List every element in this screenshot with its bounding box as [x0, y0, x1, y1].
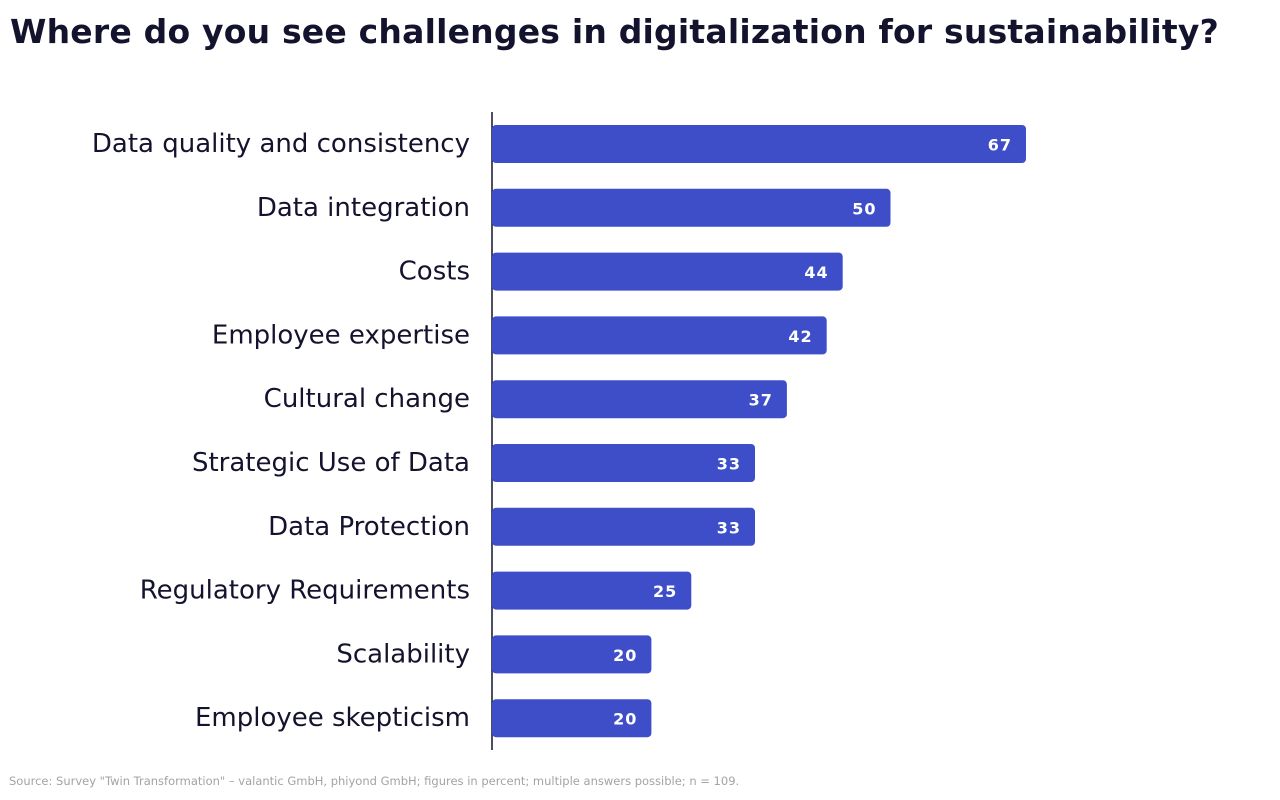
category-label: Data quality and consistency	[92, 129, 470, 159]
chart-title: Where do you see challenges in digitaliz…	[10, 12, 1219, 51]
bar	[492, 380, 787, 419]
value-label: 20	[613, 710, 637, 729]
value-label: 20	[613, 646, 637, 665]
category-label: Costs	[399, 257, 470, 287]
value-label: 67	[988, 136, 1012, 155]
bar	[492, 635, 652, 674]
bars-group: Data quality and consistency 67 Data integ…	[92, 125, 1026, 738]
value-label: 37	[749, 391, 773, 410]
value-label: 33	[717, 455, 741, 474]
category-label: Data Protection	[268, 512, 470, 542]
value-label: 42	[788, 327, 812, 346]
value-label: 33	[717, 518, 741, 537]
bar	[492, 571, 692, 610]
category-label: Strategic Use of Data	[192, 448, 470, 478]
bar	[492, 699, 652, 738]
bar	[492, 507, 755, 546]
category-label: Data integration	[257, 193, 470, 223]
bar	[492, 252, 843, 291]
bar	[492, 444, 755, 482]
category-label: Employee skepticism	[195, 703, 470, 733]
value-label: 50	[852, 199, 876, 218]
bar	[492, 188, 891, 227]
value-label: 44	[804, 263, 828, 282]
bar	[492, 125, 1026, 163]
category-label: Employee expertise	[212, 320, 470, 350]
source-note: Source: Survey "Twin Transformation" – v…	[9, 774, 740, 788]
category-label: Scalability	[336, 639, 470, 669]
category-label: Regulatory Requirements	[140, 576, 470, 606]
category-label: Cultural change	[264, 384, 470, 414]
value-label: 25	[653, 582, 677, 601]
bar	[492, 316, 827, 355]
